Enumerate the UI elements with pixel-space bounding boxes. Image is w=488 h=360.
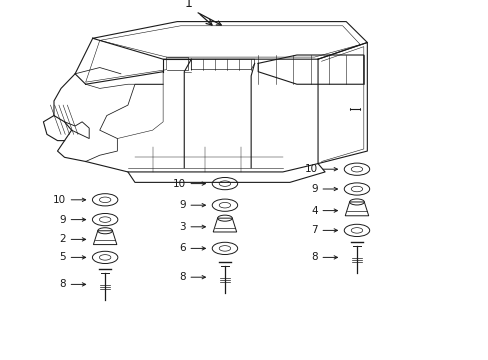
Text: 10: 10 [53,195,66,205]
Text: 5: 5 [59,252,66,262]
Text: 8: 8 [59,279,66,289]
Text: 9: 9 [59,215,66,225]
Text: 10: 10 [172,179,185,189]
Text: 8: 8 [310,252,317,262]
Text: 2: 2 [59,234,66,244]
Text: 8: 8 [179,272,185,282]
Text: 9: 9 [310,184,317,194]
Text: 6: 6 [179,243,185,253]
Text: 7: 7 [310,225,317,235]
Text: 9: 9 [179,200,185,210]
Text: 10: 10 [304,164,317,174]
Text: 3: 3 [179,222,185,232]
Text: 4: 4 [310,206,317,216]
Text: 1: 1 [184,0,192,10]
